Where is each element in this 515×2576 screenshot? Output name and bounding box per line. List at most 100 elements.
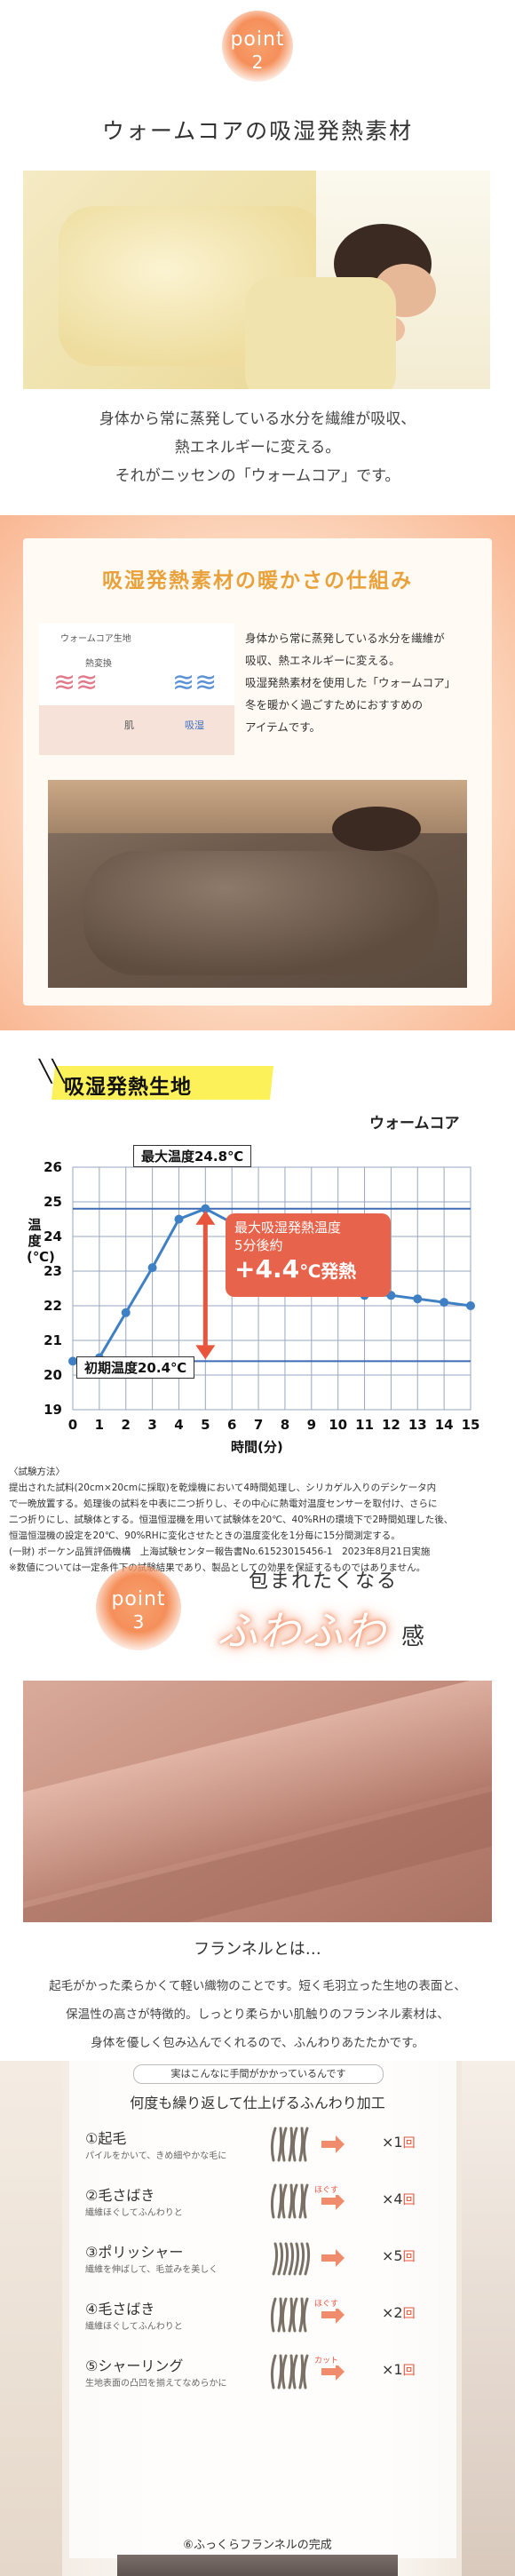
y-tick-label: 24 [44, 1228, 62, 1244]
step-description: 繊維を伸ばして、毛並みを美しく [85, 2265, 218, 2275]
x-tick-label: 2 [122, 1417, 131, 1433]
chart-legend-label: ウォームコア [369, 1115, 460, 1133]
point-2-title: ウォームコアの吸湿発熱素材 [101, 118, 414, 144]
mechanism-line: 身体から常に蒸発している水分を繊維が [245, 632, 445, 645]
fiber-strand [281, 2354, 288, 2389]
diagram-label-absorb: 吸湿 [185, 720, 204, 731]
arrow-icon [321, 2306, 345, 2324]
fiber-strand [288, 2242, 295, 2276]
times-unit: 回 [402, 2250, 416, 2264]
annotation-layer [195, 1210, 216, 1360]
fiber-strand [291, 2127, 298, 2162]
y-tick-label: 21 [44, 1332, 62, 1348]
mechanism-title: 吸湿発熱素材の暖かさの仕組み [102, 569, 413, 592]
process-step: ③ポリッシャー繊維を伸ばして、毛並みを美しく ×5回 [0, 2237, 515, 2279]
y-tick-label: 19 [44, 1402, 62, 1418]
process-step: ②毛さばき 繊維ほぐしてふんわりと ほぐす ×4回 [0, 2180, 515, 2222]
fiber-strand [270, 2183, 277, 2219]
fiber-strand [288, 2354, 294, 2389]
arrow-down-icon [195, 1345, 216, 1360]
process-right-strip [462, 2061, 515, 2576]
fiber-strand [298, 2242, 305, 2276]
flannel-line: 身体を優しく包み込んでくれるので、ふんわりあたたかです。 [91, 2036, 424, 2050]
fiber-strand [298, 2354, 305, 2389]
caption-line: 恒温恒湿機の設定を20℃、90%RHに変化させたときの温度変化を1分毎に15分間… [9, 1530, 400, 1541]
y-tick-label: 25 [44, 1194, 62, 1210]
fiber-strand [298, 2127, 305, 2162]
y-tick-label: 23 [44, 1263, 62, 1279]
arrow-icon [321, 2135, 345, 2153]
callout-big-number: +4.4 [234, 1254, 300, 1284]
callout-value: +4.4℃発熱 [234, 1254, 382, 1288]
mechanism-line: 吸湿発熱素材を使用した「ウォームコア」 [245, 676, 456, 689]
times-count: ×1 [382, 2361, 403, 2378]
arrow-up-icon [195, 1210, 216, 1225]
fiber-strand [302, 2183, 309, 2219]
data-point [121, 1308, 131, 1317]
x-tick-label: 0 [68, 1417, 77, 1433]
step-tag: ほぐす [313, 2297, 341, 2309]
step-times: ×5回 [382, 2247, 416, 2265]
fuwafuwa-text: ふわふわ [217, 1607, 387, 1655]
test-method-caption: 〈試験方法〉 提出された試料(20cm×20cmに採取)を乾燥機において4時間処… [9, 1464, 511, 1576]
caption-line: で一晩放置する。処理後の試料を中表に二つ折りし、その中心に熱電対温度センサーを取… [9, 1499, 438, 1509]
point-2-badge: point 2 [222, 11, 293, 82]
point-badge-word: point [230, 28, 285, 51]
process-title: 何度も繰り返して仕上げるふんわり加工 [130, 2095, 385, 2111]
absorb-waves-right: ≋≋ [172, 667, 218, 698]
fiber-illustration [270, 2127, 345, 2162]
fiber-strand [277, 2127, 283, 2162]
caption-line: ※数値については一定条件下の試験結果であり、製品としての効果を保証するものではあ… [9, 1562, 426, 1573]
step-tag: ほぐす [313, 2183, 341, 2195]
callout-unit: ℃発熱 [299, 1260, 357, 1282]
step-name: ③ポリッシャー [85, 2244, 184, 2261]
x-tick-label: 3 [147, 1417, 156, 1433]
x-tick-label: 4 [174, 1417, 183, 1433]
point-2-description: 身体から常に蒸発している水分を繊維が吸収、 熱エネルギーに変える。 それがニッセ… [0, 405, 515, 490]
data-point [174, 1214, 184, 1224]
data-point [413, 1294, 423, 1304]
flannel-line: 起毛がかった柔らかくて軽い織物のことです。短く毛羽立った生地の表面と、 [49, 1979, 466, 1993]
point-3-tagline: 包まれたくなる [249, 1570, 399, 1593]
step-tag: カット [313, 2354, 341, 2365]
fiber-strand [293, 2242, 300, 2276]
kan-text: 感 [401, 1624, 425, 1650]
x-tick-label: 10 [329, 1417, 347, 1433]
y-tick-label: 22 [44, 1298, 62, 1314]
x-tick-label: 15 [462, 1417, 480, 1433]
step-description: パイルをかいて、きめ細やかな毛に [85, 2151, 227, 2161]
brown-blanket-photo [48, 780, 467, 988]
mechanism-diagram: ウォームコア生地 熱変換 ≋≋ ≋≋ 肌 吸湿 [39, 624, 234, 755]
fiber-strand [298, 2297, 305, 2333]
times-unit: 回 [402, 2307, 416, 2321]
fiber-illustration [270, 2183, 345, 2219]
fiber-strand [291, 2183, 298, 2219]
diagram-label-heat: 熱変換 [85, 659, 112, 669]
fiber-strand [270, 2354, 277, 2389]
x-tick-label: 12 [382, 1417, 400, 1433]
times-unit: 回 [402, 2364, 416, 2378]
step-description: 生地表面の凸凹を揃えてなめらかに [85, 2379, 227, 2389]
chart-ylabel: 温度(℃) [27, 1217, 55, 1265]
point-3-badge: point 3 [96, 1565, 181, 1650]
diagram-label-skin: 肌 [124, 720, 134, 731]
arrow-icon [321, 2192, 345, 2210]
step-times: ×2回 [382, 2304, 416, 2322]
fiber-strand [277, 2354, 283, 2389]
caption-line: 〈試験方法〉 [9, 1467, 65, 1477]
heat-waves-left: ≋≋ [53, 667, 99, 698]
x-tick-label: 8 [281, 1417, 289, 1433]
step-description: 繊維ほぐしてふんわりと [85, 2208, 183, 2218]
point-badge-number: 2 [251, 52, 264, 73]
fiber-strand [298, 2183, 305, 2219]
fiber-illustration [272, 2242, 345, 2276]
flannel-fabric-photo [23, 1681, 492, 1922]
x-tick-label: 7 [254, 1417, 263, 1433]
process-card [69, 2061, 456, 2558]
times-count: ×4 [382, 2190, 403, 2207]
times-count: ×2 [382, 2304, 403, 2321]
step-name: ④毛さばき [85, 2301, 155, 2318]
fiber-strand [291, 2297, 298, 2333]
mechanism-line: 吸収、熱エネルギーに変える。 [245, 654, 400, 667]
